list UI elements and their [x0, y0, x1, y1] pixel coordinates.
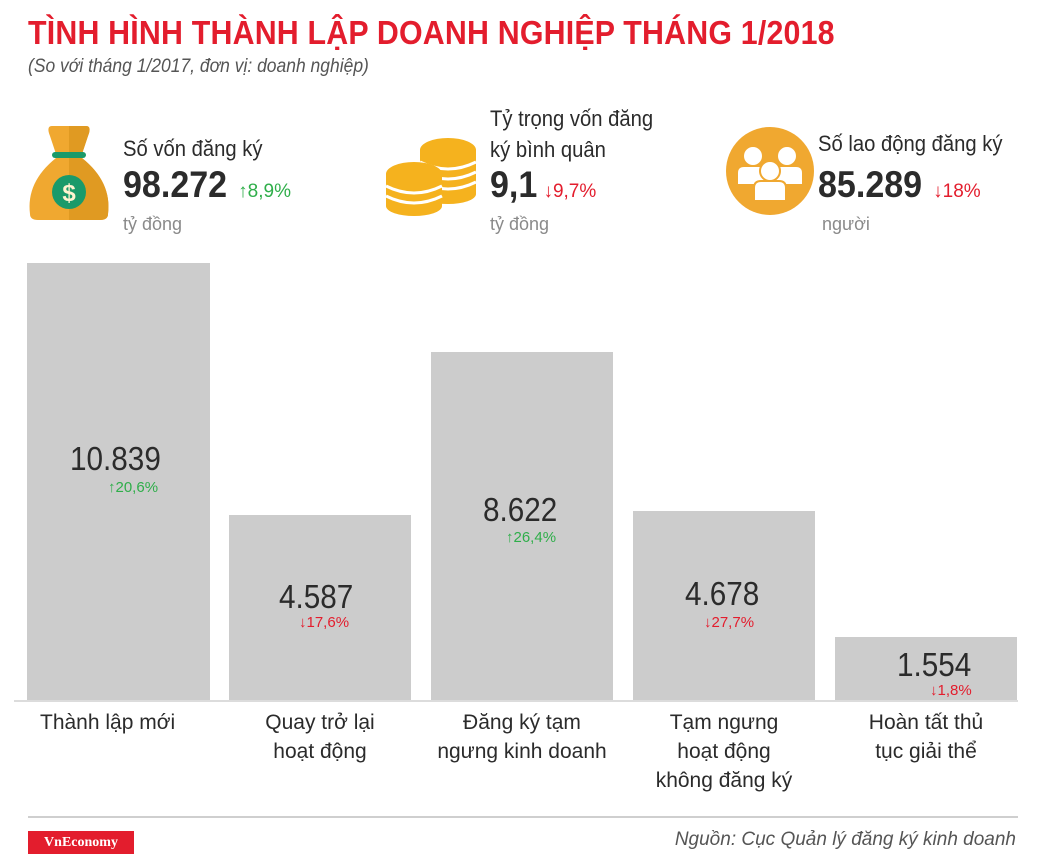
kpi-unit: tỷ đồng — [123, 214, 183, 234]
vneconomy-logo: VnEconomy — [28, 831, 134, 854]
bar-dang-ky-tam-ngung — [431, 352, 613, 700]
people-group-icon — [726, 127, 814, 215]
category-label: Thành lập mới — [40, 711, 176, 734]
kpi-label: Số vốn đăng ký — [123, 136, 263, 161]
arrow-up-icon: ↑ — [238, 181, 248, 202]
page-title: TÌNH HÌNH THÀNH LẬP DOANH NGHIỆP THÁNG 1… — [28, 14, 835, 51]
category-label: Quay trở lại hoạt động — [265, 711, 375, 763]
category-label: Đăng ký tạm ngưng kinh doanh — [437, 711, 607, 763]
bar-tam-ngung-khong-dang-ky — [633, 511, 815, 700]
arrow-down-icon: ↓ — [543, 181, 553, 202]
kpi-value: 98.272 — [123, 164, 228, 205]
kpi-value: 9,1 — [490, 164, 538, 205]
page-subtitle: (So với tháng 1/2017, đơn vị: doanh nghi… — [28, 56, 369, 77]
chart-baseline — [14, 700, 1018, 702]
bar-thanh-lap-moi — [27, 263, 210, 700]
kpi-change: ↓9,7% — [543, 181, 597, 202]
coins-stack-icon — [384, 130, 480, 220]
bar-hoan-tat-giai-the — [835, 637, 1017, 700]
svg-text:$: $ — [62, 180, 76, 207]
kpi-label: Số lao động đăng ký — [818, 131, 1003, 156]
category-label: Hoàn tất thủ tục giải thể — [868, 711, 984, 763]
bar-quay-tro-lai — [229, 515, 411, 700]
kpi-label-line-1: Tỷ trọng vốn đăng — [490, 106, 654, 131]
kpi-value: 85.289 — [818, 164, 923, 205]
kpi-unit: tỷ đồng — [490, 214, 550, 234]
category-label: Tạm ngưng hoạt động không đăng ký — [655, 711, 793, 792]
kpi-change: ↑8,9% — [238, 181, 291, 202]
kpi-unit: người — [822, 214, 870, 234]
kpi-change: ↓18% — [933, 181, 981, 202]
money-bag-icon: $ — [26, 122, 112, 222]
footer-divider — [28, 816, 1018, 818]
arrow-down-icon: ↓ — [933, 181, 943, 202]
source-note: Nguồn: Cục Quản lý đăng ký kinh doanh — [674, 829, 1016, 850]
kpi-label-line-2: ký bình quân — [490, 137, 606, 162]
